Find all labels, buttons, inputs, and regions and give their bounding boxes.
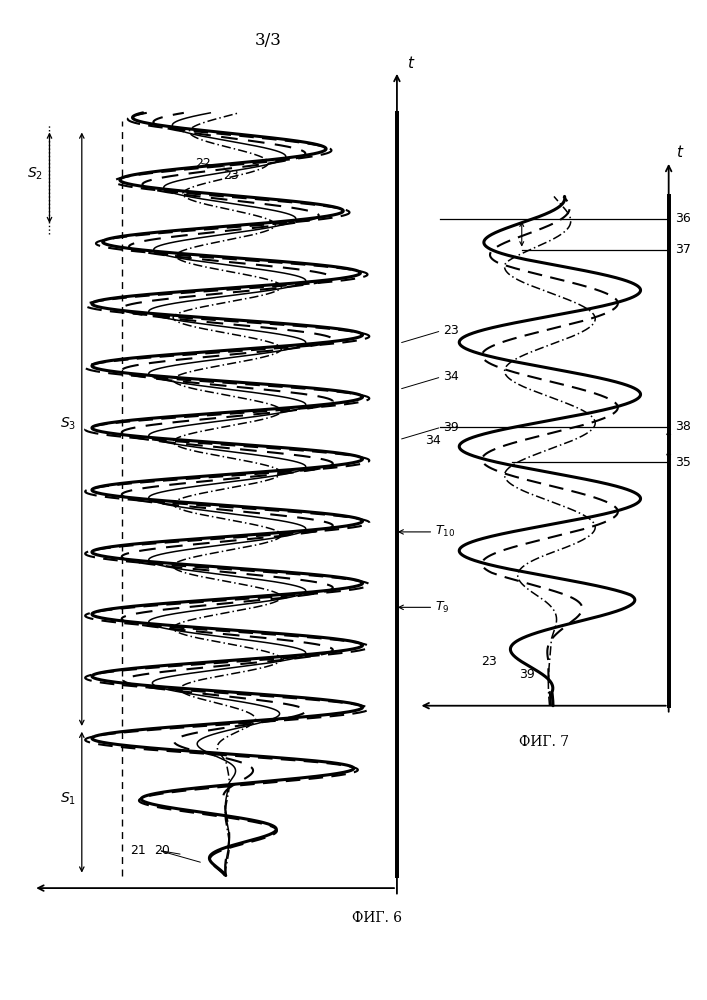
Text: 39: 39 [519, 668, 534, 681]
Text: 34: 34 [425, 434, 440, 446]
Text: 22: 22 [195, 157, 211, 170]
Text: $T_{10}$: $T_{10}$ [436, 524, 455, 539]
Text: $S_2$: $S_2$ [28, 166, 43, 182]
Text: 21: 21 [130, 844, 146, 857]
Text: 23: 23 [223, 169, 239, 182]
Text: 39: 39 [443, 421, 459, 434]
Text: 20: 20 [155, 844, 170, 857]
Text: $t$: $t$ [407, 55, 416, 71]
Text: $S_3$: $S_3$ [59, 415, 76, 432]
Text: $T_9$: $T_9$ [436, 600, 450, 615]
Text: ФИГ. 7: ФИГ. 7 [518, 735, 568, 749]
Text: $S_1$: $S_1$ [59, 790, 76, 807]
Text: ФИГ. 6: ФИГ. 6 [351, 911, 402, 925]
Text: 23: 23 [481, 655, 497, 668]
Text: 23: 23 [443, 324, 459, 337]
Text: 36: 36 [675, 212, 691, 225]
Text: 35: 35 [675, 456, 691, 469]
Text: 37: 37 [675, 243, 691, 256]
Text: $t$: $t$ [677, 144, 685, 160]
Text: 38: 38 [675, 420, 691, 433]
Text: 34: 34 [443, 370, 459, 383]
Text: 3/3: 3/3 [255, 32, 282, 49]
